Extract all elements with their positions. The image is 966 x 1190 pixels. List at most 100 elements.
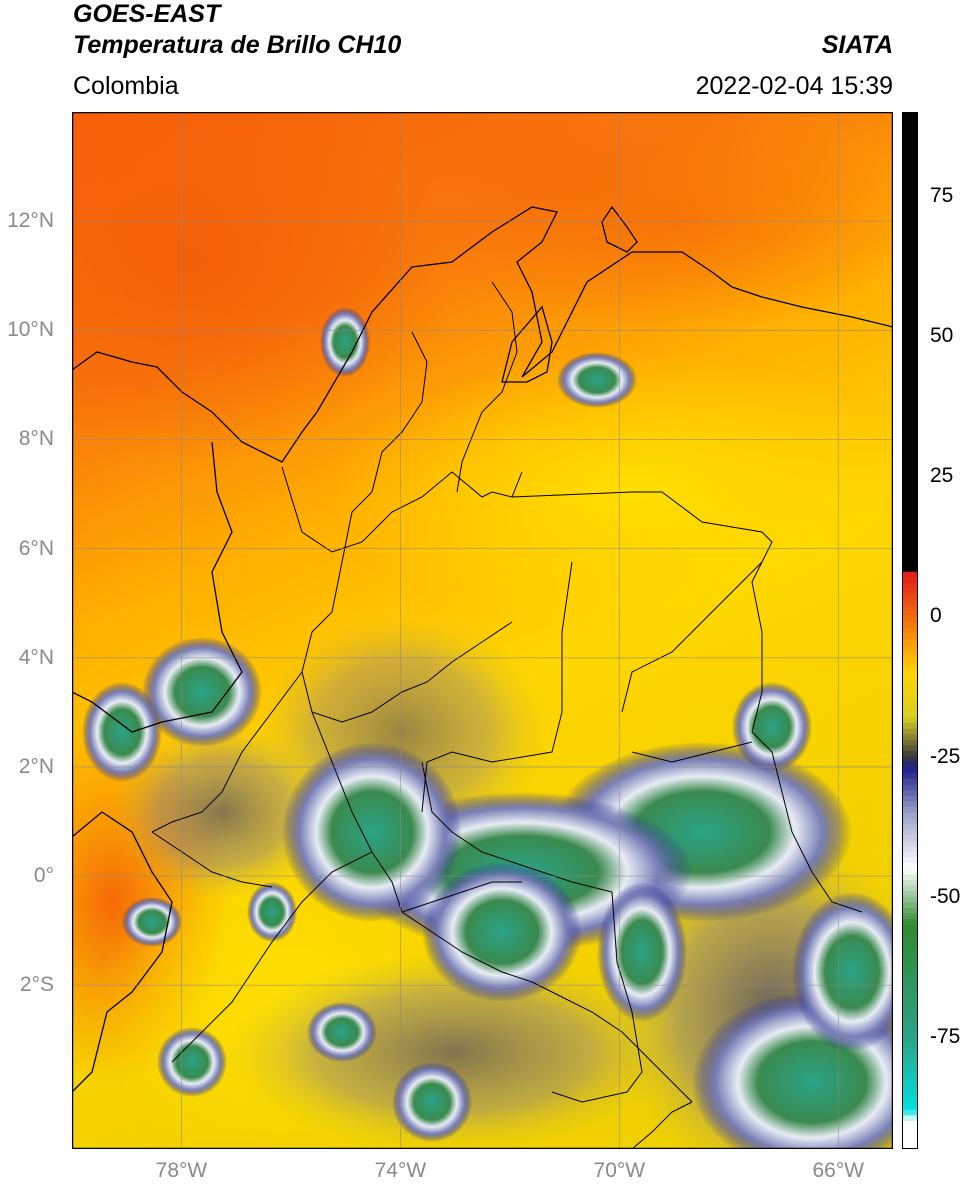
colorbar-band xyxy=(902,1042,918,1049)
colorbar-band xyxy=(902,341,918,349)
colorbar-band xyxy=(902,879,918,887)
colorbar-band xyxy=(902,128,918,136)
colorbar-band xyxy=(902,891,918,898)
colorbar-band xyxy=(902,1126,918,1133)
colorbar-band xyxy=(902,498,918,505)
colorbar-band xyxy=(902,184,918,192)
colorbar-band xyxy=(902,453,918,461)
colorbar-band xyxy=(902,1104,918,1111)
colorbar-band xyxy=(902,162,918,169)
colorbar-band xyxy=(902,1036,918,1044)
colorbar-band xyxy=(902,235,918,242)
colorbar-band xyxy=(902,650,918,657)
colorbar-band xyxy=(902,795,918,803)
colorbar-band xyxy=(902,442,918,449)
colorbar-band xyxy=(902,885,918,892)
colorbar-band xyxy=(902,694,918,702)
colorbar-band xyxy=(902,117,918,124)
lon-tick-label: 66°W xyxy=(812,1159,865,1182)
coastlines xyxy=(72,205,893,1093)
colorbar-band xyxy=(902,745,918,752)
colorbar-band xyxy=(902,835,918,842)
colorbar-band xyxy=(902,969,918,976)
colorbar-band xyxy=(902,493,918,500)
product-title: Temperatura de Brillo CH10 xyxy=(73,31,402,59)
colorbar-band xyxy=(902,1008,918,1016)
colorbar-band xyxy=(902,218,918,225)
colorbar-band xyxy=(902,762,918,769)
colorbar-band xyxy=(902,229,918,236)
colorbar-band xyxy=(902,577,918,584)
colorbar-frame xyxy=(902,112,918,1149)
colorbar-band xyxy=(902,1143,918,1149)
lat-tick-label: 10°N xyxy=(7,318,54,342)
satellite-title: GOES-EAST xyxy=(73,0,221,28)
colorbar-band xyxy=(902,935,918,943)
colorbar-band xyxy=(902,285,918,292)
colorbar-band xyxy=(902,313,918,320)
colorbar-band xyxy=(902,616,918,623)
colorbar-band xyxy=(902,375,918,382)
colorbar-band xyxy=(902,818,918,825)
colorbar-band xyxy=(902,689,918,696)
colorbar-band xyxy=(902,633,918,640)
colorbar-band xyxy=(902,605,918,612)
colorbar-band xyxy=(902,246,918,253)
colorbar-band xyxy=(902,812,918,819)
colorbar-band xyxy=(902,863,918,870)
colorbar-band xyxy=(902,610,918,618)
colorbar-band xyxy=(902,823,918,831)
colorbar-band xyxy=(902,1031,918,1038)
colorbar-band xyxy=(902,151,918,158)
colorbar-band xyxy=(902,336,918,343)
colorbar-band xyxy=(902,409,918,416)
gridlines xyxy=(72,112,893,1149)
colorbar-band xyxy=(902,280,918,287)
lat-tick-label: 8°N xyxy=(18,427,54,451)
colorbar-band xyxy=(902,907,918,915)
colorbar-band xyxy=(902,179,918,186)
colorbar-band xyxy=(902,1014,918,1021)
colorbar-band xyxy=(902,734,918,741)
colorbar-band xyxy=(902,1064,918,1072)
lat-tick-label: 4°N xyxy=(18,645,54,669)
satellite-map[interactable] xyxy=(72,112,893,1149)
colorbar-band xyxy=(902,846,918,853)
map-frame xyxy=(72,112,893,1149)
brand-label: SIATA xyxy=(821,31,893,59)
colorbar-band xyxy=(902,1109,918,1116)
colorbar-band xyxy=(902,947,918,954)
colorbar-band xyxy=(902,711,918,718)
lon-tick-label: 78°W xyxy=(155,1159,208,1182)
colorbar-band xyxy=(902,801,918,808)
colorbar-band xyxy=(902,622,918,629)
colorbar-band xyxy=(902,476,918,483)
colorbar-band xyxy=(902,504,918,511)
colorbar-band xyxy=(902,594,918,601)
colorbar-band xyxy=(902,392,918,399)
colorbar-band xyxy=(902,975,918,982)
colorbar-band xyxy=(902,425,918,433)
colorbar-band xyxy=(902,515,918,522)
colorbar-band xyxy=(902,140,918,147)
colorbar-band xyxy=(902,722,918,730)
colorbar-band xyxy=(902,134,918,141)
colorbar-band xyxy=(902,678,918,685)
colorbar-band xyxy=(902,291,918,298)
colorbar-band xyxy=(902,666,918,674)
colorbar-band xyxy=(902,958,918,965)
lat-tick-label: 12°N xyxy=(7,209,54,233)
colorbar-band xyxy=(902,829,918,836)
colorbar-band xyxy=(902,381,918,388)
colorbar-band xyxy=(902,1115,918,1122)
colorbar-band xyxy=(902,773,918,780)
colorbar-band xyxy=(902,1048,918,1055)
colorbar-tick-label: 0 xyxy=(930,604,942,628)
lat-tick-label: 2°N xyxy=(18,754,54,778)
colorbar-band xyxy=(902,992,918,999)
colorbar-band xyxy=(902,353,918,360)
admin-borders xyxy=(151,281,863,1149)
colorbar-band xyxy=(902,717,918,724)
colorbar-band xyxy=(902,751,918,758)
colorbar-band xyxy=(902,308,918,315)
